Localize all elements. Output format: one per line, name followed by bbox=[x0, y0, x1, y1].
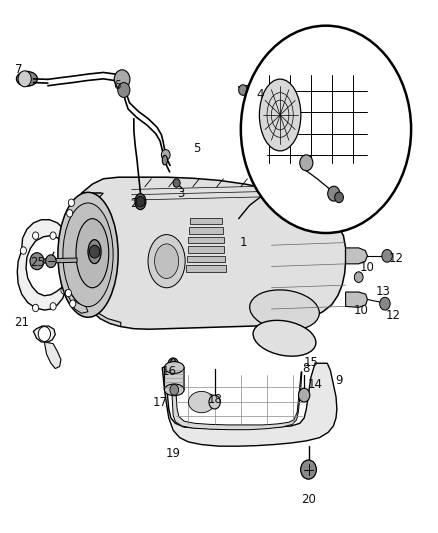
Circle shape bbox=[298, 388, 310, 402]
Ellipse shape bbox=[155, 244, 179, 278]
Ellipse shape bbox=[63, 203, 113, 306]
Text: 6: 6 bbox=[113, 79, 120, 92]
Circle shape bbox=[168, 358, 178, 370]
Text: 12: 12 bbox=[386, 309, 401, 322]
Text: 16: 16 bbox=[161, 365, 176, 378]
Circle shape bbox=[300, 460, 316, 479]
Polygon shape bbox=[189, 227, 223, 233]
Ellipse shape bbox=[188, 391, 215, 413]
Polygon shape bbox=[66, 193, 121, 327]
Ellipse shape bbox=[162, 156, 167, 165]
Circle shape bbox=[161, 150, 170, 160]
Circle shape bbox=[18, 71, 31, 87]
Circle shape bbox=[50, 232, 56, 239]
Ellipse shape bbox=[170, 359, 176, 370]
Ellipse shape bbox=[253, 320, 316, 356]
Ellipse shape bbox=[164, 384, 184, 395]
Ellipse shape bbox=[241, 26, 411, 233]
Polygon shape bbox=[44, 342, 61, 368]
Circle shape bbox=[89, 245, 100, 258]
Ellipse shape bbox=[135, 193, 146, 209]
Polygon shape bbox=[17, 220, 68, 310]
Circle shape bbox=[70, 300, 76, 308]
Text: 4: 4 bbox=[257, 88, 264, 101]
Polygon shape bbox=[346, 248, 367, 264]
Circle shape bbox=[68, 199, 74, 206]
Polygon shape bbox=[164, 368, 184, 390]
Text: 8: 8 bbox=[303, 362, 310, 375]
Ellipse shape bbox=[58, 192, 118, 317]
Circle shape bbox=[173, 179, 180, 187]
Polygon shape bbox=[190, 217, 222, 224]
Text: 10: 10 bbox=[360, 261, 375, 274]
Text: 12: 12 bbox=[389, 252, 403, 265]
Circle shape bbox=[300, 155, 313, 171]
Text: 3: 3 bbox=[177, 187, 184, 200]
Circle shape bbox=[380, 297, 390, 310]
Text: 20: 20 bbox=[301, 493, 316, 506]
Text: 2: 2 bbox=[130, 197, 138, 211]
Circle shape bbox=[50, 303, 56, 310]
Circle shape bbox=[335, 192, 343, 203]
Circle shape bbox=[65, 289, 71, 297]
Ellipse shape bbox=[76, 219, 109, 288]
Polygon shape bbox=[186, 265, 226, 272]
Circle shape bbox=[20, 247, 26, 254]
Circle shape bbox=[30, 253, 44, 270]
Polygon shape bbox=[35, 258, 77, 263]
Text: 5: 5 bbox=[194, 142, 201, 155]
Circle shape bbox=[328, 186, 340, 201]
Text: 19: 19 bbox=[166, 447, 180, 460]
Ellipse shape bbox=[259, 79, 301, 151]
Text: 10: 10 bbox=[353, 304, 368, 317]
Text: 7: 7 bbox=[15, 63, 23, 76]
Polygon shape bbox=[346, 292, 367, 308]
Ellipse shape bbox=[250, 290, 319, 330]
Circle shape bbox=[136, 196, 145, 207]
Polygon shape bbox=[162, 364, 337, 446]
Polygon shape bbox=[65, 290, 88, 313]
Ellipse shape bbox=[148, 235, 185, 288]
Circle shape bbox=[118, 83, 130, 98]
Polygon shape bbox=[78, 177, 346, 329]
Circle shape bbox=[62, 247, 68, 254]
Ellipse shape bbox=[16, 71, 37, 86]
Circle shape bbox=[354, 272, 363, 282]
Ellipse shape bbox=[88, 240, 101, 264]
Text: 13: 13 bbox=[375, 285, 390, 298]
Text: 14: 14 bbox=[307, 378, 322, 391]
Text: 15: 15 bbox=[303, 356, 318, 369]
Circle shape bbox=[67, 209, 73, 217]
Circle shape bbox=[209, 395, 220, 409]
Polygon shape bbox=[187, 256, 225, 262]
Circle shape bbox=[382, 249, 392, 262]
Circle shape bbox=[170, 384, 179, 395]
Ellipse shape bbox=[164, 362, 184, 373]
Circle shape bbox=[61, 287, 67, 294]
Circle shape bbox=[46, 255, 56, 268]
Polygon shape bbox=[187, 246, 224, 253]
Polygon shape bbox=[188, 237, 223, 243]
Text: 17: 17 bbox=[152, 395, 168, 409]
Circle shape bbox=[38, 327, 50, 342]
Text: 18: 18 bbox=[207, 393, 222, 406]
Text: 1: 1 bbox=[239, 236, 247, 249]
Circle shape bbox=[239, 85, 247, 95]
Circle shape bbox=[114, 70, 130, 89]
Text: 21: 21 bbox=[14, 316, 29, 329]
Polygon shape bbox=[171, 372, 302, 430]
Text: 9: 9 bbox=[336, 374, 343, 387]
Circle shape bbox=[32, 304, 39, 312]
Circle shape bbox=[32, 232, 39, 239]
Polygon shape bbox=[33, 326, 55, 342]
Text: 25: 25 bbox=[30, 256, 45, 269]
